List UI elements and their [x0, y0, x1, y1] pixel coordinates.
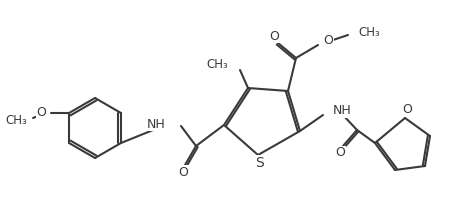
Text: NH: NH [333, 104, 352, 118]
Text: S: S [256, 156, 264, 170]
Text: O: O [178, 165, 188, 179]
Text: CH₃: CH₃ [358, 26, 380, 39]
Text: O: O [323, 34, 333, 46]
Text: CH₃: CH₃ [206, 58, 228, 72]
Text: O: O [402, 104, 412, 116]
Text: O: O [335, 146, 345, 160]
Text: CH₃: CH₃ [5, 114, 27, 128]
Text: O: O [36, 107, 46, 119]
Text: NH: NH [146, 118, 165, 131]
Text: O: O [269, 29, 279, 43]
